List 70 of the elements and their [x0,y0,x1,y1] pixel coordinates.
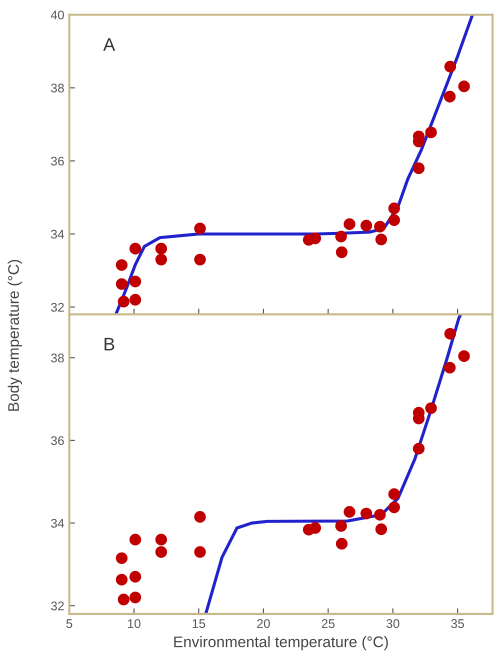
point [344,506,356,518]
x-tick-label: 15 [192,619,206,628]
point [118,296,130,308]
y-axis-title: Body temperature (°C) [8,260,22,411]
point [194,254,206,266]
point [388,202,400,214]
y-tick-label: 38 [51,84,64,92]
y-tick-label: 38 [51,354,64,362]
y-tick-label: 32 [51,602,64,610]
point [116,574,128,586]
line-series [204,314,462,614]
point [309,522,322,534]
point [116,552,128,564]
point [444,60,456,72]
point [155,254,168,266]
point [374,508,386,521]
point [129,276,142,288]
y-tick-label: 34 [51,230,64,239]
point [425,402,437,414]
point [360,508,372,520]
x-tick-label: 25 [322,619,335,628]
point [155,534,168,546]
point [388,488,400,500]
line-series [114,14,474,314]
y-tick-label: 32 [51,302,64,312]
point [360,220,372,232]
point [458,80,470,92]
y-tick-label: 34 [51,518,64,528]
point [388,502,400,514]
x-tick-label: 5 [66,619,72,628]
x-axis-title: Environmental temperature (°C) [174,636,388,650]
point [155,242,168,254]
point [444,328,456,340]
point [335,230,347,242]
annotation: A [103,38,116,51]
point [129,534,142,546]
point [375,523,388,536]
point [129,592,142,604]
point [374,220,386,233]
y-tick-label: 36 [51,436,64,446]
point [129,242,142,254]
point [129,294,142,306]
point [116,259,128,271]
point [388,214,400,226]
point [194,222,206,234]
point [194,546,206,558]
point [309,232,322,244]
point [412,442,425,455]
x-tick-label: 30 [386,619,400,628]
point [194,511,206,523]
point [116,278,128,290]
point [458,350,470,362]
point [155,546,168,558]
x-tick-label: 20 [257,619,270,628]
point [344,218,356,230]
y-tick-label: 36 [51,156,64,166]
point [129,570,142,583]
point [335,520,347,532]
point [336,246,348,258]
x-tick-label: 35 [451,619,464,628]
point [444,90,456,102]
point [412,162,425,174]
point [375,234,388,246]
point [336,538,348,550]
point [444,362,456,374]
y-tick-label: 40 [50,10,64,20]
point [118,594,130,606]
annotation: B [104,338,114,350]
x-tick-label: 10 [128,619,140,628]
point [425,126,437,138]
